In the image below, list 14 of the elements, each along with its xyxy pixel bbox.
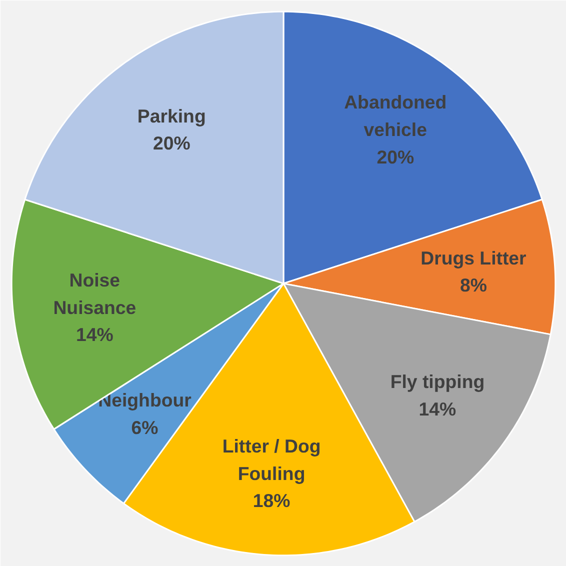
slice-label: Parking: [137, 105, 206, 126]
data-label: 14%: [418, 398, 457, 420]
data-label: 18%: [252, 490, 291, 512]
slice-label: Drugs Litter: [420, 247, 526, 268]
data-label: 6%: [131, 416, 159, 438]
data-label: 20%: [152, 132, 191, 154]
slice-label: Litter / Dog Fouling: [222, 436, 321, 484]
data-label: 14%: [76, 324, 114, 346]
slice-label: Neighbour: [98, 390, 192, 411]
slice-label: Fly tipping: [390, 371, 485, 392]
data-label: 8%: [460, 274, 488, 296]
slice-label: Abandoned vehicle: [344, 92, 447, 140]
slice-label: Noise Nuisance: [53, 270, 136, 318]
data-label: 20%: [376, 146, 414, 168]
